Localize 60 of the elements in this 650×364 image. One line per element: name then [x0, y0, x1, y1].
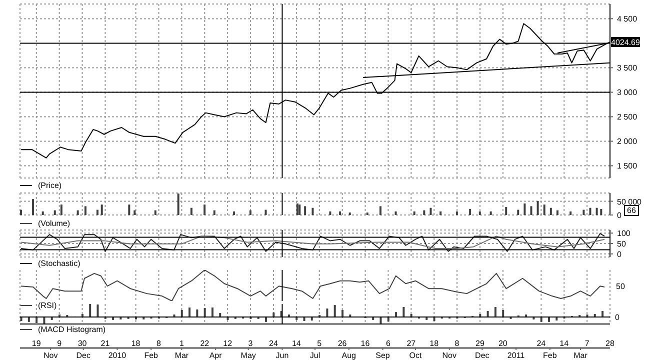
x2-tick-label: Oct — [409, 351, 423, 360]
y-tick-label: 1 500 — [617, 162, 638, 171]
x-tick-label: 24 — [269, 339, 278, 348]
x2-tick-label: Apr — [209, 351, 222, 360]
x2-tick-label: Feb — [144, 351, 159, 360]
legend-label: (MACD Histogram) — [38, 325, 106, 334]
x-tick-label: 19 — [32, 339, 42, 348]
x-tick-label: 27 — [406, 339, 416, 348]
x2-tick-label: 2011 — [507, 351, 526, 360]
x-tick-label: 21 — [100, 339, 110, 348]
y-tick-label: 50 000 — [617, 197, 642, 206]
x-tick-label: 3 — [248, 339, 254, 348]
x2-tick-label: Sep — [376, 351, 390, 360]
x-tick-label: 30 — [78, 339, 88, 348]
y-tick-label: 0 — [617, 211, 622, 220]
x2-tick-label: Nov — [442, 351, 457, 360]
y-tick-label: 3 000 — [617, 88, 638, 98]
y-tick-label: 2 500 — [617, 112, 638, 122]
x-tick-label: 9 — [57, 339, 62, 348]
x2-tick-label: Feb — [543, 351, 558, 360]
x-tick-label: 1 — [179, 339, 184, 348]
x-tick-label: 8 — [454, 339, 460, 348]
x2-tick-label: Aug — [342, 351, 356, 360]
x-tick-label: 22 — [200, 339, 210, 348]
x-tick-label: 28 — [606, 339, 615, 348]
y-tick-label: 100 — [617, 229, 631, 238]
y-tick-label: 0 — [617, 250, 622, 259]
x-tick-label: 14 — [560, 339, 570, 348]
x-tick-label: 14 — [292, 339, 302, 348]
y-tick-label: 2 000 — [617, 137, 638, 146]
x2-tick-label: Jul — [310, 351, 320, 360]
x-tick-label: 24 — [536, 339, 546, 348]
x2-tick-label: Mar — [574, 351, 588, 360]
x2-tick-label: May — [240, 351, 256, 360]
y-tick-label: 4 500 — [617, 14, 638, 24]
x-tick-label: 12 — [223, 339, 233, 348]
x-tick-label: 16 — [360, 339, 370, 348]
x-tick-label: 8 — [156, 339, 162, 348]
y-tick-label: 3 500 — [617, 64, 638, 73]
x2-tick-label: Dec — [76, 351, 90, 360]
y-tick-label: 50 — [617, 240, 626, 248]
x-tick-label: 6 — [386, 339, 391, 348]
text: 66 — [624, 205, 639, 216]
x2-tick-label: 2010 — [108, 351, 127, 360]
x2-tick-label: Nov — [43, 351, 58, 360]
x-tick-label: 18 — [131, 339, 141, 348]
x-tick-label: 20 — [498, 339, 508, 348]
legend-label: (Volume) — [38, 219, 70, 228]
legend-label: (Price) — [38, 181, 62, 190]
x2-tick-label: Mar — [174, 351, 189, 360]
x2-tick-label: Jun — [276, 351, 289, 360]
annotation: 4024.69 — [611, 38, 641, 47]
x-tick-label: 18 — [430, 339, 440, 348]
legend-label: (RSI) — [38, 301, 57, 310]
x-tick-label: 26 — [338, 339, 348, 348]
legend-label: (Stochastic) — [38, 259, 80, 268]
x-tick-label: 5 — [317, 339, 322, 348]
x-tick-label: 7 — [584, 339, 590, 348]
x2-tick-label: Dec — [475, 351, 490, 360]
x-tick-label: 29 — [476, 339, 485, 348]
